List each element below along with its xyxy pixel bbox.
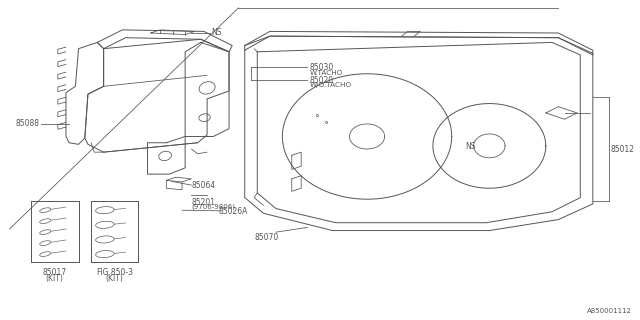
Text: 85012: 85012 — [611, 145, 634, 154]
Text: NS: NS — [465, 142, 476, 151]
Text: 85020: 85020 — [309, 76, 333, 84]
Text: W.TACHO: W.TACHO — [309, 70, 342, 76]
Text: 85026A: 85026A — [218, 207, 248, 216]
Text: 85017: 85017 — [43, 268, 67, 277]
Text: W/O.TACHO: W/O.TACHO — [309, 82, 351, 88]
Text: 85030: 85030 — [309, 63, 333, 72]
Text: 85070: 85070 — [254, 233, 278, 242]
Text: A850001112: A850001112 — [588, 308, 632, 314]
Text: 85201: 85201 — [191, 198, 216, 207]
Text: FIG.850-3: FIG.850-3 — [96, 268, 132, 277]
Text: 85064: 85064 — [191, 181, 216, 190]
Text: (KIT): (KIT) — [45, 275, 63, 284]
Text: (KIT): (KIT) — [106, 275, 124, 284]
Text: 85088: 85088 — [15, 119, 40, 128]
Text: NS: NS — [211, 28, 222, 37]
Text: (9706-9806): (9706-9806) — [191, 204, 236, 211]
